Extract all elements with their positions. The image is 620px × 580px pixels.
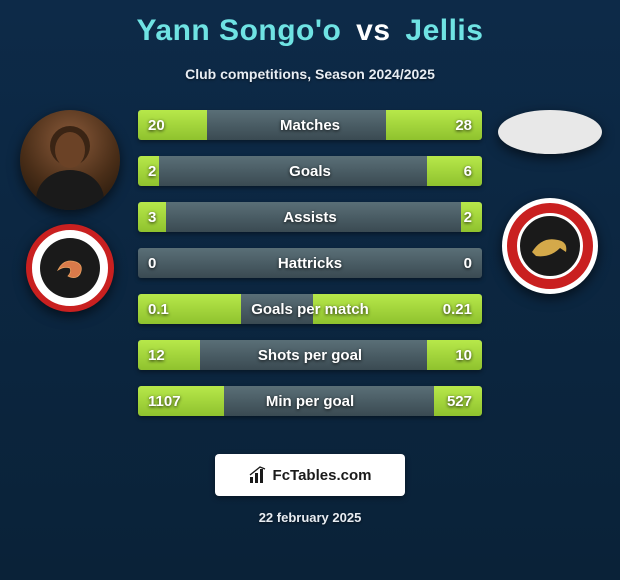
person-silhouette-icon: [20, 110, 120, 210]
stat-value-right: 2: [464, 202, 472, 232]
stat-row: 1210Shots per goal: [138, 340, 482, 370]
stat-value-left: 2: [148, 156, 156, 186]
stat-value-right: 28: [455, 110, 472, 140]
chart-icon: [249, 466, 267, 484]
stat-value-right: 6: [464, 156, 472, 186]
stat-value-right: 0.21: [443, 294, 472, 324]
date-label: 22 february 2025: [0, 510, 620, 525]
source-badge[interactable]: FcTables.com: [215, 454, 405, 496]
player2-avatar: [498, 110, 602, 154]
player1-name: Yann Songo'o: [137, 14, 342, 47]
player2-name: Jellis: [405, 14, 483, 47]
stat-value-left: 0: [148, 248, 156, 278]
player2-club-badge: [502, 198, 598, 294]
stat-row: 3 2Assists: [138, 202, 482, 232]
stat-row: 26Goals: [138, 156, 482, 186]
stat-label: Hattricks: [138, 248, 482, 278]
stat-value-left: 20: [148, 110, 165, 140]
source-label: FcTables.com: [273, 467, 372, 484]
stat-row: 2028Matches: [138, 110, 482, 140]
stat-value-right: 527: [447, 386, 472, 416]
stat-value-right: 0: [464, 248, 472, 278]
stat-row: 0.10.21Goals per match: [138, 294, 482, 324]
player1-club-badge: [26, 224, 114, 312]
stat-row: 0 0Hattricks: [138, 248, 482, 278]
stat-value-left: 3: [148, 202, 156, 232]
shrimp-icon: [50, 248, 90, 288]
page-title: Yann Songo'o vs Jellis: [0, 14, 620, 48]
subtitle: Club competitions, Season 2024/2025: [0, 66, 620, 82]
comparison-card: Yann Songo'o vs Jellis Club competitions…: [0, 0, 620, 580]
stat-value-left: 1107: [148, 386, 181, 416]
stat-row: 1107527Min per goal: [138, 386, 482, 416]
stat-value-left: 0.1: [148, 294, 169, 324]
stat-value-left: 12: [148, 340, 165, 370]
stat-fill-right: [427, 156, 482, 186]
left-column: [10, 110, 130, 312]
stat-bars: 2028Matches26Goals32Assists00Hattricks0.…: [138, 110, 482, 432]
content-area: 2028Matches26Goals32Assists00Hattricks0.…: [0, 110, 620, 440]
vs-separator: vs: [356, 14, 390, 47]
swift-bird-icon: [526, 222, 574, 270]
right-column: [490, 110, 610, 294]
stat-value-right: 10: [455, 340, 472, 370]
player1-avatar: [20, 110, 120, 210]
stat-label: Assists: [138, 202, 482, 232]
